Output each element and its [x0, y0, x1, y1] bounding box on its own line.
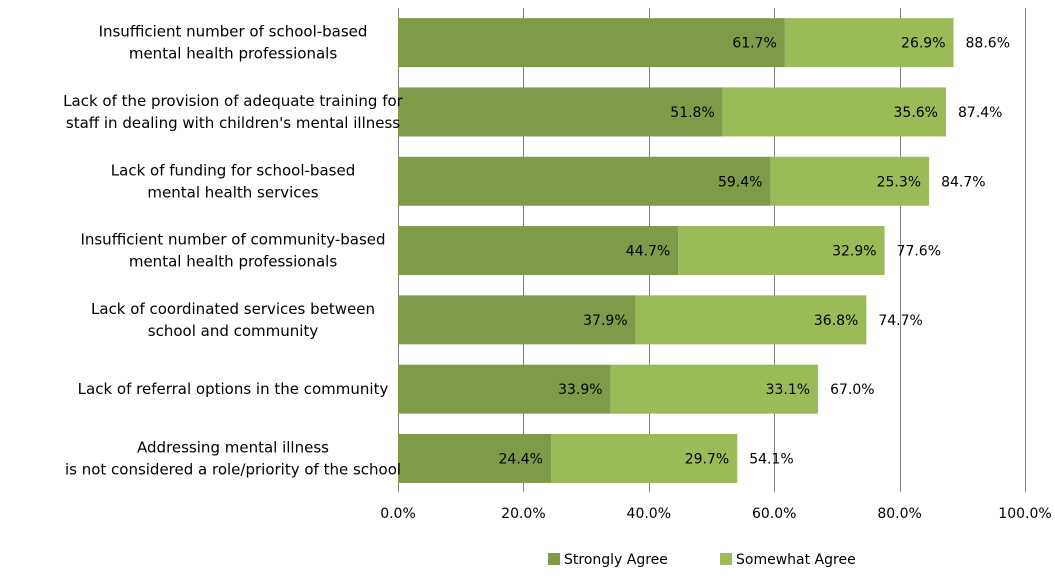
data-label: 44.7% — [626, 244, 670, 260]
category-label: mental health professionals — [129, 45, 337, 63]
total-label: 74.7% — [878, 313, 922, 329]
category-label: is not considered a role/priority of the… — [65, 460, 401, 478]
category-label: Lack of funding for school-based — [111, 161, 355, 179]
bar-somewhat-agree — [610, 364, 819, 414]
bar-somewhat-agree — [635, 295, 867, 345]
x-tick-label: 0.0% — [380, 506, 416, 522]
data-label: 29.7% — [685, 451, 729, 467]
bar-somewhat-agree — [722, 87, 946, 137]
bar-strongly-agree — [398, 433, 551, 483]
data-label: 32.9% — [832, 244, 876, 260]
total-label: 77.6% — [897, 244, 941, 260]
x-tick-label: 20.0% — [501, 506, 545, 522]
x-tick-label: 100.0% — [998, 506, 1051, 522]
bar-strongly-agree — [398, 295, 636, 345]
data-label: 59.4% — [718, 174, 762, 190]
legend-swatch — [720, 553, 732, 565]
bar-strongly-agree — [398, 18, 785, 68]
legend-label: Somewhat Agree — [736, 552, 856, 568]
legend-swatch — [548, 553, 560, 565]
legend: Strongly Agree Somewhat Agree — [548, 552, 856, 568]
category-label: mental health services — [147, 183, 318, 201]
x-axis-tick-labels: 0.0% 20.0% 40.0% 60.0% 80.0% 100.0% — [380, 506, 1051, 522]
bar-somewhat-agree — [550, 433, 738, 483]
total-label: 84.7% — [941, 174, 985, 190]
category-label: Insufficient number of community-based — [80, 231, 385, 249]
category-label: Addressing mental illness — [137, 438, 329, 456]
total-label: 54.1% — [749, 451, 793, 467]
data-label: 33.9% — [558, 382, 602, 398]
bar-strongly-agree — [398, 226, 679, 276]
category-label: school and community — [148, 322, 319, 340]
total-label: 67.0% — [830, 382, 874, 398]
category-labels: Insufficient number of school-based menta… — [63, 23, 403, 479]
bar-strongly-agree — [398, 87, 723, 137]
legend-label: Strongly Agree — [564, 552, 668, 568]
category-label: Lack of coordinated services between — [91, 300, 375, 318]
data-label: 35.6% — [894, 105, 938, 121]
data-label: 61.7% — [732, 36, 776, 52]
category-label: Insufficient number of school-based — [99, 23, 368, 41]
data-label: 26.9% — [901, 36, 945, 52]
total-label: 87.4% — [958, 105, 1002, 121]
total-label: 88.6% — [966, 36, 1010, 52]
x-tick-label: 60.0% — [752, 506, 796, 522]
data-label: 51.8% — [670, 105, 714, 121]
data-label: 37.9% — [583, 313, 627, 329]
bar-somewhat-agree — [770, 156, 930, 206]
bar-strongly-agree — [398, 364, 611, 414]
data-label: 33.1% — [766, 382, 810, 398]
bar-strongly-agree — [398, 156, 771, 206]
category-label: Lack of the provision of adequate traini… — [63, 92, 403, 110]
category-label: staff in dealing with children's mental … — [66, 114, 400, 132]
data-label: 36.8% — [814, 313, 858, 329]
data-label: 25.3% — [877, 174, 921, 190]
x-tick-label: 40.0% — [627, 506, 671, 522]
category-label: mental health professionals — [129, 253, 337, 271]
data-label: 24.4% — [499, 451, 543, 467]
bar-somewhat-agree — [784, 18, 954, 68]
bars: 61.7% 26.9% 88.6% 51.8% 35.6% 87.4% 59.4% 25.3%… — [398, 18, 1010, 483]
category-label: Lack of referral options in the communit… — [78, 380, 389, 398]
bar-somewhat-agree — [678, 226, 885, 276]
x-tick-label: 80.0% — [877, 506, 921, 522]
